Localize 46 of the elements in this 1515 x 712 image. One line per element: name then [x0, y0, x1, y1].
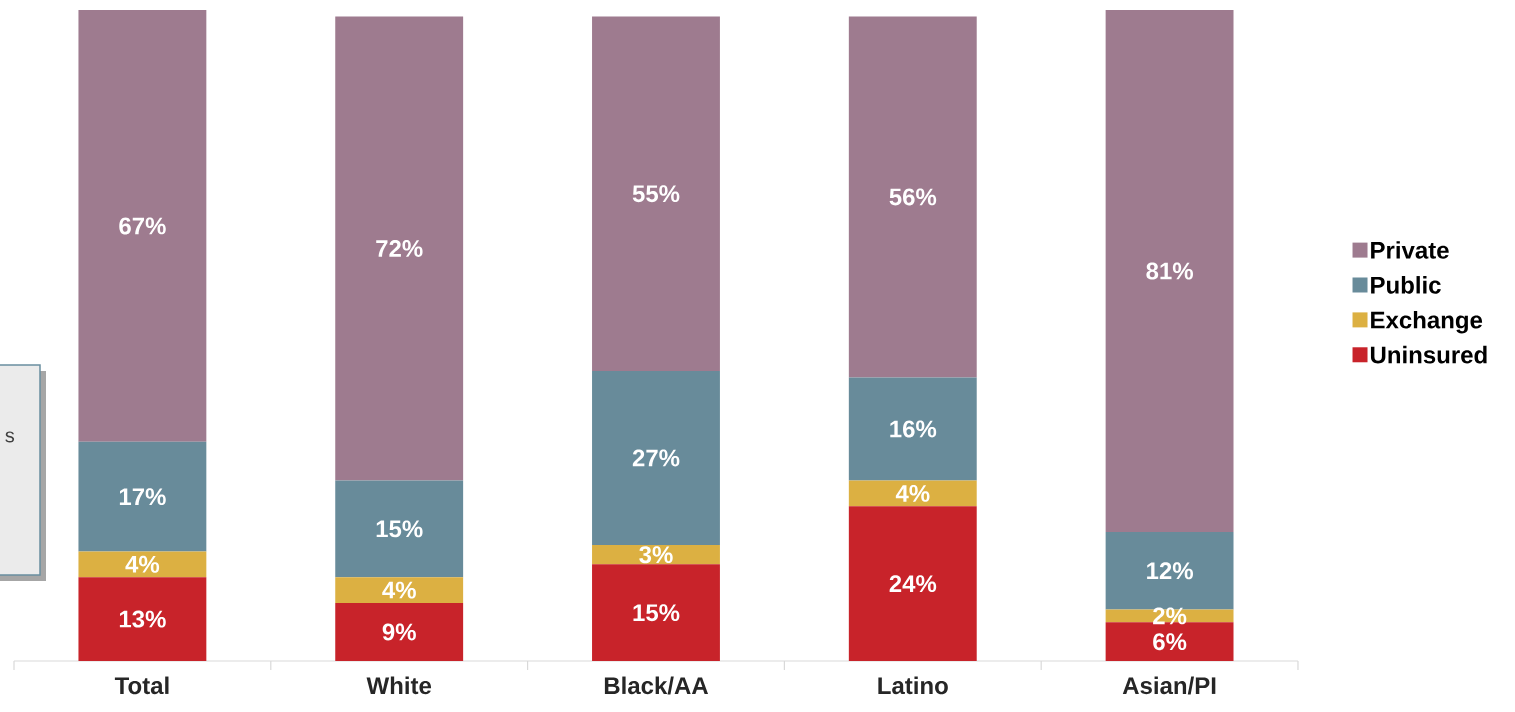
annotation: s — [5, 431, 15, 443]
data-label: 6% — [1153, 633, 1187, 651]
bar — [335, 602, 464, 661]
bar — [78, 441, 207, 552]
x-tick-label: Total — [114, 676, 169, 695]
bar — [592, 370, 720, 545]
data-label: 4% — [382, 581, 416, 599]
data-label: 15% — [633, 604, 680, 622]
bar — [848, 377, 977, 481]
bar — [78, 9, 207, 442]
data-label: 13% — [119, 610, 166, 628]
x-tick-label: Latino — [878, 676, 948, 695]
data-label: 12% — [1147, 562, 1193, 580]
bar — [848, 16, 977, 378]
bar — [78, 577, 207, 661]
bar — [335, 16, 464, 481]
data-label: 4% — [895, 484, 930, 502]
x-tick-label: Black/AA — [604, 676, 709, 695]
data-label: 17% — [119, 488, 166, 506]
bar — [592, 16, 720, 371]
data-label: 2% — [1153, 607, 1187, 625]
data-label: 4% — [125, 555, 160, 573]
data-label: 27% — [632, 449, 680, 467]
data-label: 15% — [376, 520, 423, 538]
bar — [1105, 9, 1234, 533]
bar — [848, 480, 977, 507]
bar — [592, 564, 720, 661]
data-label: 55% — [632, 185, 680, 203]
x-tick-label: Asian/PI — [1122, 676, 1216, 695]
bar — [848, 506, 977, 661]
x-tick-label: White — [366, 676, 432, 695]
legend-label: Private — [1371, 241, 1449, 259]
legend-label: Exchange — [1371, 310, 1483, 334]
bar — [78, 551, 207, 578]
bar — [335, 480, 464, 578]
bar — [335, 577, 464, 603]
data-label: 67% — [119, 217, 166, 235]
legend-label: Uninsured — [1370, 345, 1487, 364]
legend-label: Public — [1371, 276, 1441, 294]
data-label: 81% — [1146, 262, 1193, 280]
data-label: 56% — [889, 188, 937, 206]
data-label: 16% — [890, 420, 937, 438]
data-label: 9% — [382, 623, 416, 641]
data-label: 3% — [639, 546, 673, 564]
data-label: 72% — [376, 240, 423, 257]
data-label: 24% — [889, 575, 937, 593]
